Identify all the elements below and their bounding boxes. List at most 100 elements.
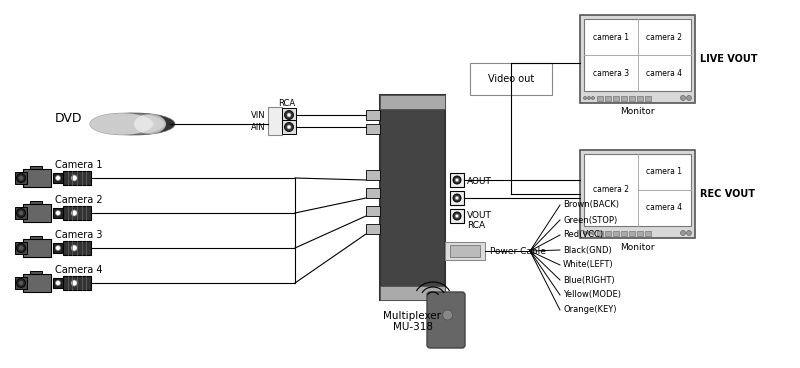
FancyBboxPatch shape: [427, 292, 465, 348]
Circle shape: [587, 96, 590, 99]
Circle shape: [18, 280, 23, 286]
Text: DVD: DVD: [55, 112, 82, 124]
Circle shape: [583, 96, 586, 99]
Circle shape: [287, 125, 291, 129]
Circle shape: [18, 176, 23, 180]
Text: Blue(RIGHT): Blue(RIGHT): [563, 276, 614, 284]
Circle shape: [71, 175, 77, 181]
FancyBboxPatch shape: [53, 173, 63, 183]
Text: Monitor: Monitor: [620, 243, 654, 251]
FancyBboxPatch shape: [23, 239, 51, 257]
Text: VOUT: VOUT: [467, 212, 492, 220]
FancyBboxPatch shape: [645, 96, 651, 100]
Circle shape: [17, 209, 26, 217]
FancyBboxPatch shape: [637, 96, 643, 100]
Circle shape: [455, 214, 459, 218]
FancyBboxPatch shape: [30, 236, 42, 246]
Text: White(LEFT): White(LEFT): [563, 261, 614, 269]
FancyBboxPatch shape: [30, 166, 42, 176]
FancyBboxPatch shape: [63, 206, 91, 220]
FancyBboxPatch shape: [63, 171, 91, 185]
FancyBboxPatch shape: [580, 150, 695, 238]
Circle shape: [453, 194, 461, 202]
Circle shape: [591, 231, 594, 234]
FancyBboxPatch shape: [30, 271, 42, 281]
Text: camera 4: camera 4: [646, 68, 682, 78]
FancyBboxPatch shape: [282, 108, 296, 122]
FancyBboxPatch shape: [63, 276, 91, 290]
Text: camera 4: camera 4: [646, 204, 682, 212]
FancyBboxPatch shape: [366, 110, 380, 120]
Circle shape: [455, 178, 459, 182]
FancyBboxPatch shape: [15, 207, 27, 219]
Circle shape: [453, 212, 461, 220]
Text: Camera 3: Camera 3: [55, 230, 102, 240]
FancyBboxPatch shape: [629, 230, 635, 236]
FancyBboxPatch shape: [597, 230, 603, 236]
Text: Yellow(MODE): Yellow(MODE): [563, 290, 621, 300]
Text: RCA: RCA: [467, 222, 485, 230]
FancyBboxPatch shape: [613, 230, 619, 236]
FancyBboxPatch shape: [366, 124, 380, 134]
FancyBboxPatch shape: [30, 201, 42, 211]
Text: camera 1: camera 1: [646, 167, 682, 177]
Text: Brown(BACK): Brown(BACK): [563, 201, 619, 209]
Text: Green(STOP): Green(STOP): [563, 216, 618, 224]
FancyBboxPatch shape: [268, 107, 282, 135]
FancyBboxPatch shape: [366, 206, 380, 216]
Text: Camera 2: Camera 2: [55, 195, 102, 205]
Circle shape: [285, 110, 294, 120]
FancyBboxPatch shape: [584, 19, 691, 91]
FancyBboxPatch shape: [621, 96, 627, 100]
Circle shape: [71, 245, 77, 251]
Circle shape: [686, 230, 691, 236]
Circle shape: [71, 280, 77, 286]
Text: Monitor: Monitor: [620, 107, 654, 117]
Text: AIN: AIN: [251, 123, 266, 131]
FancyBboxPatch shape: [366, 224, 380, 234]
Text: camera 2: camera 2: [593, 185, 629, 195]
FancyBboxPatch shape: [53, 208, 63, 218]
FancyBboxPatch shape: [637, 230, 643, 236]
FancyBboxPatch shape: [15, 242, 27, 254]
FancyBboxPatch shape: [450, 245, 480, 257]
Text: Orange(KEY): Orange(KEY): [563, 305, 617, 315]
FancyBboxPatch shape: [23, 204, 51, 222]
Text: Camera 1: Camera 1: [55, 160, 102, 170]
Circle shape: [55, 245, 61, 251]
FancyBboxPatch shape: [15, 172, 27, 184]
FancyBboxPatch shape: [629, 96, 635, 100]
Circle shape: [55, 176, 61, 180]
FancyBboxPatch shape: [380, 95, 445, 109]
Circle shape: [55, 210, 61, 216]
FancyBboxPatch shape: [613, 96, 619, 100]
Circle shape: [17, 173, 26, 183]
Text: camera 1: camera 1: [593, 32, 629, 42]
Ellipse shape: [92, 113, 164, 135]
Text: REC VOUT: REC VOUT: [700, 189, 755, 199]
Circle shape: [681, 230, 686, 236]
FancyBboxPatch shape: [450, 191, 464, 205]
Circle shape: [55, 280, 61, 286]
Ellipse shape: [90, 113, 154, 135]
FancyBboxPatch shape: [621, 230, 627, 236]
FancyBboxPatch shape: [366, 170, 380, 180]
FancyBboxPatch shape: [366, 188, 380, 198]
Text: MU-318: MU-318: [393, 322, 433, 332]
Circle shape: [453, 176, 461, 184]
FancyBboxPatch shape: [53, 243, 63, 253]
Circle shape: [17, 244, 26, 252]
FancyBboxPatch shape: [597, 96, 603, 100]
Circle shape: [686, 96, 691, 100]
Circle shape: [71, 210, 77, 216]
Circle shape: [17, 279, 26, 287]
Text: RCA: RCA: [278, 99, 295, 109]
Text: camera 3: camera 3: [593, 68, 629, 78]
FancyBboxPatch shape: [63, 241, 91, 255]
Text: Camera 4: Camera 4: [55, 265, 102, 275]
FancyBboxPatch shape: [584, 154, 691, 226]
Circle shape: [681, 96, 686, 100]
FancyBboxPatch shape: [282, 120, 296, 134]
FancyBboxPatch shape: [605, 96, 611, 100]
Text: LIVE VOUT: LIVE VOUT: [700, 54, 758, 64]
